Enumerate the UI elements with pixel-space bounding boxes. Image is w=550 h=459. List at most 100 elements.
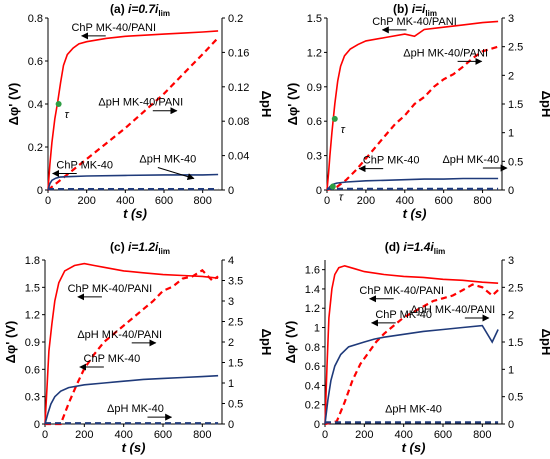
y2-axis-label: ΔpH [259, 329, 274, 356]
y2-tick-label: 3 [228, 296, 234, 308]
y2-tick-label: 0.08 [228, 116, 249, 128]
y2-tick-label: 0.2 [228, 13, 243, 25]
y2-tick-label: 1 [508, 128, 514, 140]
y-tick-label: 1.8 [25, 255, 40, 267]
y-tick-label: 0 [316, 185, 322, 197]
x-axis-label: t (s) [122, 440, 146, 455]
series-line [47, 30, 219, 191]
y2-tick-label: 0.5 [228, 399, 243, 411]
tau-marker [331, 115, 338, 122]
y2-tick-label: 1 [228, 378, 234, 390]
series-line [44, 262, 219, 425]
y-tick-label: 1.2 [307, 47, 322, 59]
y-tick-label: 0.6 [307, 116, 322, 128]
y2-tick-label: 3.5 [228, 276, 243, 288]
y2-tick-label: 1.5 [508, 337, 523, 349]
y2-tick-label: 0.5 [508, 156, 523, 168]
series-line [324, 324, 499, 425]
x-tick-label: 400 [116, 195, 134, 207]
x-tick-label: 400 [396, 195, 414, 207]
y-tick-label: 0.6 [25, 364, 40, 376]
y-tick-label: 0.4 [28, 99, 43, 111]
panel-d: (d) i=1.4ilim 0 200 400 600 800 0 0.2 0.4 0.6 0.8 1… [283, 240, 550, 455]
panel-title: (c) i=1.2ilim [110, 240, 170, 256]
y-tick-label: 0.3 [307, 151, 322, 163]
series-annotation: ΔpH MK-40 [385, 403, 442, 415]
y2-tick-label: 2.5 [228, 317, 243, 329]
tau-label: τ [65, 109, 70, 121]
series-annotation: ChP MK-40/PANI [372, 16, 457, 28]
series-annotation: ChP MK-40/PANI [68, 283, 153, 295]
y-tick-label: 1.2 [305, 303, 320, 315]
y2-tick-label: 2 [508, 70, 514, 82]
series-annotation: ΔpH MK-40 [442, 154, 499, 166]
panel-title-main: i=0.7i [128, 2, 159, 16]
y-tick-label: 0.6 [28, 56, 43, 68]
y2-axis-label: ΔpH [539, 91, 550, 118]
series-line [326, 20, 499, 191]
series-line [324, 283, 499, 426]
y-tick-label: 1.2 [25, 310, 40, 322]
tau-marker [329, 183, 336, 190]
y-tick-label: 0.3 [25, 392, 40, 404]
series-annotation: ChP MK-40 [56, 160, 113, 172]
x-tick-label: 600 [154, 429, 172, 441]
panel-a: (a) i=0.7ilim 0 200 400 600 800 0 0.2 0.4 0.6 0.8 0… [6, 2, 274, 221]
panel-label: (b) [393, 2, 412, 16]
y-tick-label: 0.2 [305, 400, 320, 412]
y-tick-label: 0 [37, 185, 43, 197]
x-axis-label: t (s) [403, 206, 427, 221]
y2-tick-label: 1.5 [508, 99, 523, 111]
y2-tick-label: 2 [508, 310, 514, 322]
x-tick-label: 200 [75, 429, 93, 441]
y-tick-label: 0 [34, 419, 40, 431]
y-tick-label: 0.6 [305, 361, 320, 373]
y-tick-label: 0 [314, 419, 320, 431]
y-tick-label: 0.9 [25, 337, 40, 349]
y2-tick-label: 0 [508, 185, 514, 197]
x-tick-label: 400 [394, 429, 412, 441]
series-annotation: ChP MK-40 [84, 353, 141, 365]
panel-title-main: i=1.4i [403, 240, 434, 254]
x-tick-label: 400 [114, 429, 132, 441]
x-tick-label: 600 [434, 195, 452, 207]
y2-tick-label: 2.5 [508, 282, 523, 294]
annotation-arrow [157, 167, 195, 180]
panel-title-sub: lim [158, 247, 170, 256]
y2-tick-label: 1.5 [228, 358, 243, 370]
series-line [45, 268, 219, 426]
y-axis-label: Δφ' (V) [6, 83, 21, 126]
series-annotation: ΔpH MK-40 [107, 403, 164, 415]
y2-tick-label: 0 [508, 419, 514, 431]
x-tick-label: 800 [473, 195, 491, 207]
panel-title-sub: lim [158, 9, 170, 18]
y2-tick-label: 2.5 [508, 42, 523, 54]
x-tick-label: 0 [45, 195, 51, 207]
panel-label: (a) [110, 2, 128, 16]
x-tick-label: 600 [155, 195, 173, 207]
panel-title: (a) i=0.7ilim [110, 2, 170, 18]
x-tick-label: 0 [42, 429, 48, 441]
y2-axis-label: ΔpH [259, 91, 274, 118]
series-annotation: ChP MK-40/PANI [359, 285, 444, 297]
y2-tick-label: 3 [508, 13, 514, 25]
series-annotation: ΔpH MK-40/PANI [403, 47, 488, 59]
panel-title-sub: lim [425, 9, 437, 18]
x-axis-label: t (s) [402, 440, 426, 455]
series-line [47, 173, 219, 191]
y-tick-label: 0.4 [305, 380, 320, 392]
y2-tick-label: 0 [228, 419, 234, 431]
y2-tick-label: 0.5 [508, 392, 523, 404]
y-tick-label: 0.2 [28, 142, 43, 154]
y2-tick-label: 3 [508, 255, 514, 267]
y-tick-label: 0.8 [305, 342, 320, 354]
panel-title: (d) i=1.4ilim [385, 240, 446, 256]
y-tick-label: 0.8 [28, 13, 43, 25]
series-annotation: ΔpH MK-40/PANI [98, 97, 183, 109]
series-line [326, 45, 499, 192]
y2-tick-label: 0.12 [228, 82, 249, 94]
series-annotation: ΔpH MK-40/PANI [410, 304, 495, 316]
tau-marker [55, 101, 62, 107]
y-tick-label: 0.9 [307, 82, 322, 94]
